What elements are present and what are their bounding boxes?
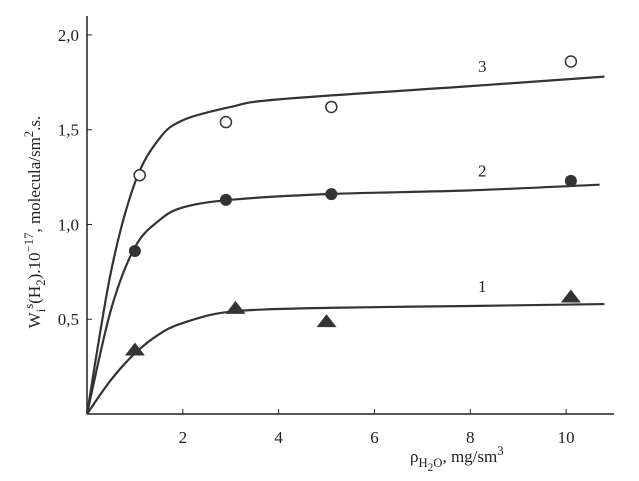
x-tick-label: 8 [466,428,475,447]
label-part: ).10 [25,253,44,280]
fit-curve [85,75,605,415]
label-part: H [418,456,427,470]
x-tick-label: 4 [274,428,283,447]
label-part: s [22,304,36,309]
x-axis-label: ρH2O, mg/sm3 [410,444,504,474]
label-part: i [34,308,48,312]
data-point [124,342,145,356]
label-part: O [433,456,442,470]
data-point [219,115,233,129]
y-tick-label: 0,5 [58,310,79,329]
label-part: .s. [25,116,44,131]
y-axis-label: Wis(H2).10−17, molecula/sm2.s. [22,116,48,329]
data-point [225,300,246,314]
data-point [325,188,338,201]
label-part: W [25,311,44,328]
label-part: , mg/sm [442,447,497,466]
y-tick-label: 1,0 [58,215,79,234]
data-point [564,55,578,68]
fit-curve [85,183,600,415]
data-point [325,100,338,114]
label-part: 3 [497,444,503,458]
data-point [133,168,146,182]
label-part: −17 [22,233,36,253]
data-point [128,245,141,258]
y-tick-label: 1,5 [58,121,79,140]
label-part: (H [25,286,44,304]
curve-label: 2 [478,161,487,180]
x-tick-label: 6 [370,428,379,447]
data-point [564,174,577,187]
data-point [316,314,337,328]
y-tick-label: 2,0 [58,26,79,45]
label-part: 2 [34,279,48,285]
label-part: ρ [410,447,418,466]
label-part: 2 [22,131,36,137]
x-tick-label: 2 [179,428,188,447]
fit-curve [86,302,605,415]
curve-label: 3 [478,57,487,76]
curve-label: 1 [478,277,487,296]
data-point [560,289,581,303]
x-tick-label: 10 [558,428,575,447]
label-part: , molecula/sm [25,137,44,232]
data-point [219,193,232,206]
label-part: 2 [428,462,434,474]
